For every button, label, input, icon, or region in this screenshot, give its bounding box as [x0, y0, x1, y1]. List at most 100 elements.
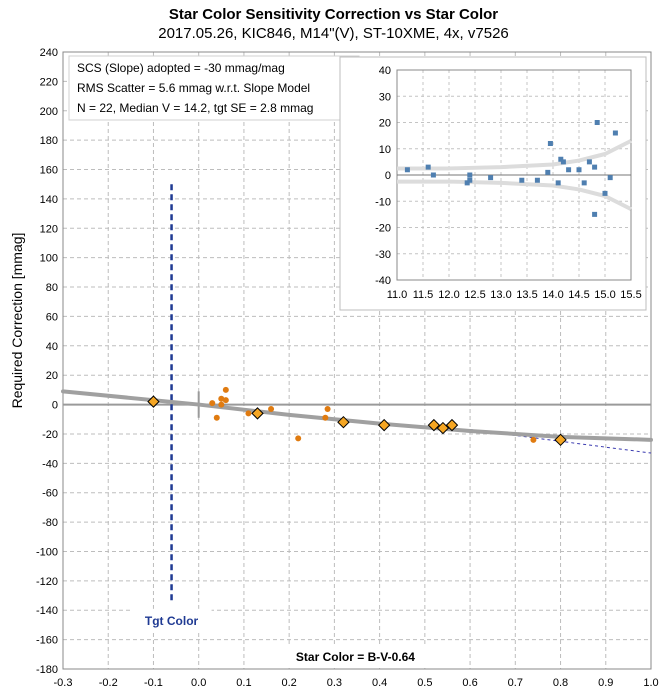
x-axis-label: Star Color = B-V-0.64	[296, 650, 415, 664]
chart-title: Star Color Sensitivity Correction vs Sta…	[168, 6, 499, 23]
inset-data-point	[581, 180, 587, 186]
inset-data-point	[467, 172, 473, 178]
inset-data-point	[560, 159, 566, 165]
inset-data-point	[576, 167, 582, 173]
plot-frame	[62, 51, 652, 670]
data-diamond	[337, 415, 350, 429]
data-point	[245, 410, 252, 417]
x-tick-label: 0.1	[236, 677, 251, 689]
x-axis-label-bg	[283, 647, 434, 665]
inset-data-point	[558, 156, 564, 162]
inset-x-tick-label: 15.0	[594, 289, 615, 301]
inset-y-tick-label: -20	[375, 223, 391, 235]
x-tick-label: 0.4	[372, 677, 387, 689]
x-tick-label: 0.6	[462, 677, 477, 689]
inset-y-tick-label: -40	[375, 275, 391, 287]
inset-envelope-lower	[397, 179, 632, 211]
data-diamond	[147, 395, 160, 408]
inset-x-tick-label: 11.0	[387, 289, 408, 301]
data-diamond	[377, 418, 391, 432]
inset-data-point	[566, 167, 572, 173]
data-diamond	[445, 418, 459, 432]
inset-x-tick-label: 14.0	[542, 289, 563, 301]
annotation-line: RMS Scatter = 5.6 mmag w.r.t. Slope Mode…	[77, 81, 310, 95]
data-point	[222, 386, 229, 393]
x-tick-label: 0.8	[553, 677, 568, 689]
y-tick-label: -20	[42, 429, 58, 441]
inset-data-point	[545, 169, 551, 175]
inset-data-point	[464, 180, 470, 186]
y-tick-label: 120	[40, 223, 58, 235]
y-tick-label: 140	[40, 194, 58, 206]
inset-x-tick-label: 15.5	[620, 289, 641, 301]
y-tick-label: -60	[42, 488, 58, 500]
inset-data-point	[404, 167, 410, 173]
y-axis-label: Required Correction [mmag]	[9, 233, 25, 409]
inset-data-point	[519, 177, 525, 183]
x-tick-label: -0.3	[54, 677, 73, 689]
data-point	[322, 414, 329, 421]
inset-data-point	[602, 190, 608, 196]
inset-y-tick-label: -30	[375, 249, 391, 261]
y-tick-label: 60	[46, 311, 58, 323]
x-tick-label: 0.9	[598, 677, 613, 689]
x-tick-label: -0.2	[99, 677, 118, 689]
data-diamond	[251, 407, 264, 420]
inset-x-tick-label: 12.0	[438, 289, 459, 301]
annotation-line: N = 22, Median V = 14.2, tgt SE = 2.8 mm…	[77, 101, 313, 115]
inset-y-tick-label: -10	[375, 196, 391, 208]
inset-data-point	[612, 130, 618, 136]
inset-data-point	[430, 172, 436, 178]
inset-data-point	[555, 180, 561, 186]
inset-data-point	[547, 141, 553, 146]
inset-x-tick-label: 13.0	[490, 289, 511, 301]
inset-y-tick-label: 40	[379, 65, 391, 77]
x-tick-label: 0.7	[508, 677, 523, 689]
x-tick-label: 0.0	[191, 677, 206, 689]
x-tick-label: 0.3	[327, 677, 342, 689]
data-point	[530, 436, 537, 443]
x-tick-label: 0.5	[417, 677, 432, 689]
inset-data-point	[592, 211, 598, 217]
inset-y-tick-label: 30	[379, 91, 391, 103]
inset-x-tick-label: 14.5	[568, 289, 589, 301]
inset-data-point	[592, 164, 598, 170]
y-tick-label: -180	[36, 664, 58, 676]
x-tick-label: -0.1	[144, 677, 163, 689]
annotation-box	[68, 55, 360, 121]
y-tick-label: 220	[40, 76, 58, 88]
annotation-line: SCS (Slope) adopted = -30 mmag/mag	[77, 61, 285, 75]
x-tick-label: 1.0	[643, 677, 658, 689]
inset-data-point	[586, 159, 592, 165]
target-label-bg	[131, 608, 212, 631]
data-point	[209, 400, 216, 407]
y-tick-label: -160	[36, 635, 58, 647]
data-diamond	[554, 433, 567, 447]
data-diamond	[436, 421, 450, 435]
data-point	[213, 414, 220, 421]
data-point	[222, 397, 229, 404]
inset-y-tick-label: 20	[379, 118, 391, 130]
inset-y-tick-label: 10	[379, 144, 391, 156]
y-tick-label: -100	[36, 546, 58, 558]
y-tick-label: 160	[40, 165, 58, 177]
y-tick-label: 0	[52, 400, 58, 412]
y-tick-label: 20	[46, 370, 58, 382]
data-point	[218, 401, 225, 408]
y-tick-label: -120	[36, 576, 58, 588]
inset-data-point	[467, 177, 473, 183]
y-tick-label: -80	[42, 517, 58, 529]
y-tick-label: -40	[42, 458, 58, 470]
y-tick-label: 240	[40, 47, 58, 59]
inset-data-point	[488, 175, 494, 181]
y-tick-label: 200	[40, 106, 58, 118]
y-tick-label: 100	[40, 253, 58, 265]
data-diamond	[427, 418, 441, 432]
chart-subtitle: 2017.05.26, KIC846, M14"(V), ST-10XME, 4…	[158, 25, 509, 42]
data-point	[268, 405, 275, 412]
x-tick-label: 0.2	[282, 677, 297, 689]
y-tick-label: 40	[46, 341, 58, 353]
y-tick-label: -140	[36, 605, 58, 617]
inset-x-tick-label: 11.5	[413, 289, 434, 301]
